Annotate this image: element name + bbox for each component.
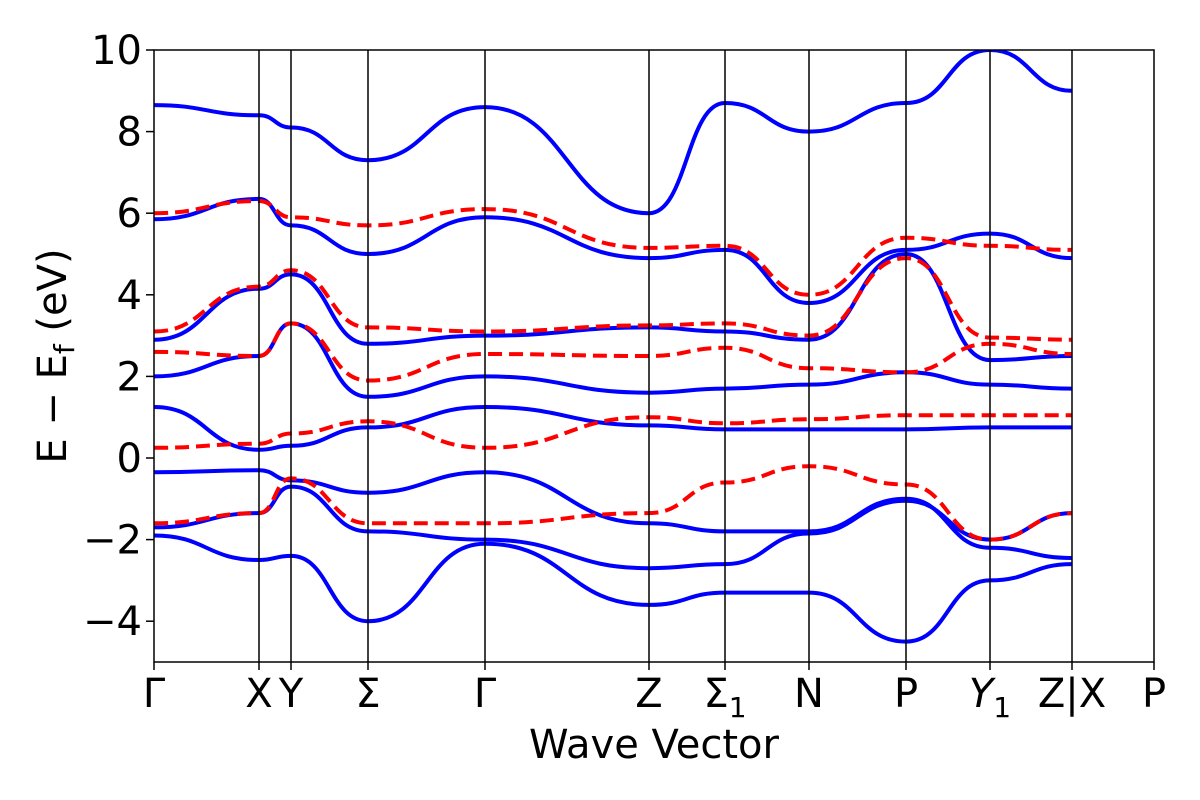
x-tick-label-7: N <box>794 671 824 717</box>
y-axis-label-unit: (eV) <box>30 248 76 344</box>
x-tick-label-6: Σ1 <box>703 671 746 724</box>
solid-band-1 <box>154 405 1072 452</box>
y-tick-label-1: −2 <box>83 518 142 564</box>
y-tick-label-0: −4 <box>83 599 142 645</box>
dashed-band-3 <box>154 256 1073 342</box>
x-tick-label-9: Y1 <box>969 671 1011 724</box>
y-tick-label-5: 6 <box>117 191 142 237</box>
y-tick-label-7: 10 <box>91 28 142 74</box>
x-axis-ticks: Γ X Y Σ Γ Z Σ1 N P Y1 Z|X P <box>143 662 1166 724</box>
x-tick-label-4: Γ <box>474 671 497 717</box>
plot-frame <box>153 49 1155 663</box>
y-tick-label-6: 8 <box>117 110 142 156</box>
dashed-band-2 <box>154 321 1073 383</box>
x-tick-label-11: P <box>1142 671 1166 717</box>
y-axis-label: E − Ef (eV) <box>30 248 81 463</box>
high-symmetry-lines <box>258 50 1073 662</box>
y-tick-label-3: 2 <box>117 354 142 400</box>
y-tick-label-4: 4 <box>117 273 142 319</box>
x-axis-label: Wave Vector <box>529 722 780 768</box>
x-tick-label-3: Σ <box>355 671 380 717</box>
y-tick-label-2: 0 <box>117 436 142 482</box>
y-axis-label-main: E − E <box>30 354 76 464</box>
x-tick-label-10: Z|X <box>1038 671 1106 717</box>
y-axis-ticks: −4 −2 0 2 4 6 8 10 <box>83 28 154 645</box>
x-tick-label-5: Z <box>635 671 662 717</box>
dashed-band-0 <box>154 413 1072 450</box>
solid-band-2 <box>154 321 1073 399</box>
y-axis-label-sub: f <box>48 343 81 354</box>
x-tick-label-8: P <box>894 671 918 717</box>
x-tick-label-2: Y <box>278 671 304 717</box>
x-tick-label-0: Γ <box>143 671 166 717</box>
x-tick-label-1: X <box>245 671 272 717</box>
